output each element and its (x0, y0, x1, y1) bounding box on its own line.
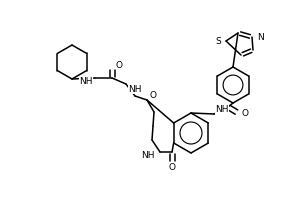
Text: NH: NH (80, 77, 93, 86)
Text: O: O (149, 92, 156, 100)
Text: S: S (215, 36, 221, 46)
Text: O: O (116, 62, 123, 71)
Text: N: N (257, 32, 264, 42)
Text: O: O (242, 108, 249, 117)
Text: NH: NH (128, 84, 142, 94)
Text: NH: NH (142, 150, 155, 160)
Text: NH: NH (215, 106, 229, 114)
Text: O: O (169, 164, 176, 172)
